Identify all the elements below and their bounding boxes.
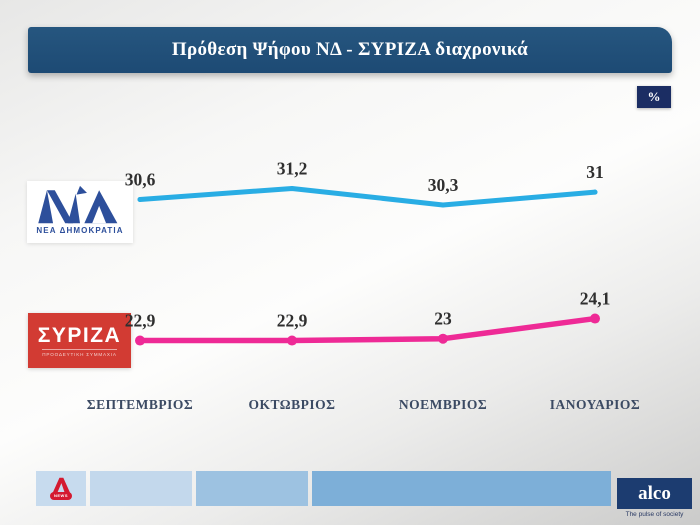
percent-unit-badge: % xyxy=(637,86,671,108)
month-label: ΟΚΤΩΒΡΙΟΣ xyxy=(249,397,336,412)
value-label: 22,9 xyxy=(125,311,156,331)
value-label: 24,1 xyxy=(580,289,611,309)
footer-block-4 xyxy=(312,471,611,506)
data-point xyxy=(137,196,143,202)
data-point xyxy=(440,202,446,208)
data-point xyxy=(289,185,295,191)
value-label: 30,3 xyxy=(428,175,459,195)
title-bar: Πρόθεση Ψήφου ΝΔ - ΣΥΡΙΖΑ διαχρονικά xyxy=(28,27,672,73)
percent-unit-label: % xyxy=(647,89,661,104)
alco-tagline: The pulse of society xyxy=(625,511,684,518)
footer-block-2 xyxy=(90,471,192,506)
data-point xyxy=(287,335,297,346)
legend-syriza-logo: ΣΥΡΙΖΑ ΠΡΟΟΔΕΥΤΙΚΗ ΣΥΜΜΑΧΙΑ xyxy=(28,313,131,368)
data-point xyxy=(438,333,448,344)
legend-nd-logo: ΝΕΑ ΔΗΜΟΚΡΑΤΙΑ xyxy=(27,181,133,243)
footer-block-ant1: NEWS xyxy=(36,471,86,506)
page-title: Πρόθεση Ψήφου ΝΔ - ΣΥΡΙΖΑ διαχρονικά xyxy=(171,39,529,60)
ant1-a-icon xyxy=(52,478,71,494)
month-label: ΝΟΕΜΒΡΙΟΣ xyxy=(399,397,487,412)
ant1-logo: NEWS xyxy=(50,477,72,500)
nd-line xyxy=(137,185,598,208)
syriza-line xyxy=(137,315,598,344)
syriza-caption: ΠΡΟΟΔΕΥΤΙΚΗ ΣΥΜΜΑΧΙΑ xyxy=(42,348,117,357)
month-label: ΣΕΠΤΕΜΒΡΙΟΣ xyxy=(87,397,193,412)
data-point xyxy=(592,189,598,195)
data-point xyxy=(135,335,145,346)
footer-block-3 xyxy=(196,471,308,506)
value-label: 30,6 xyxy=(125,169,156,189)
value-label: 31 xyxy=(586,162,604,182)
month-label: ΙΑΝΟΥΑΡΙΟΣ xyxy=(550,397,640,412)
alco-logo: alco xyxy=(617,478,692,509)
data-point xyxy=(590,313,600,324)
value-label: 31,2 xyxy=(277,158,308,178)
ant1-news-badge: NEWS xyxy=(50,492,72,500)
alco-wordmark: alco xyxy=(638,483,671,504)
nd-caption: ΝΕΑ ΔΗΜΟΚΡΑΤΙΑ xyxy=(36,226,124,235)
syriza-wordmark: ΣΥΡΙΖΑ xyxy=(37,323,122,347)
value-label: 22,9 xyxy=(277,311,308,331)
nd-monogram-icon xyxy=(38,185,118,224)
value-label: 23 xyxy=(434,309,452,329)
